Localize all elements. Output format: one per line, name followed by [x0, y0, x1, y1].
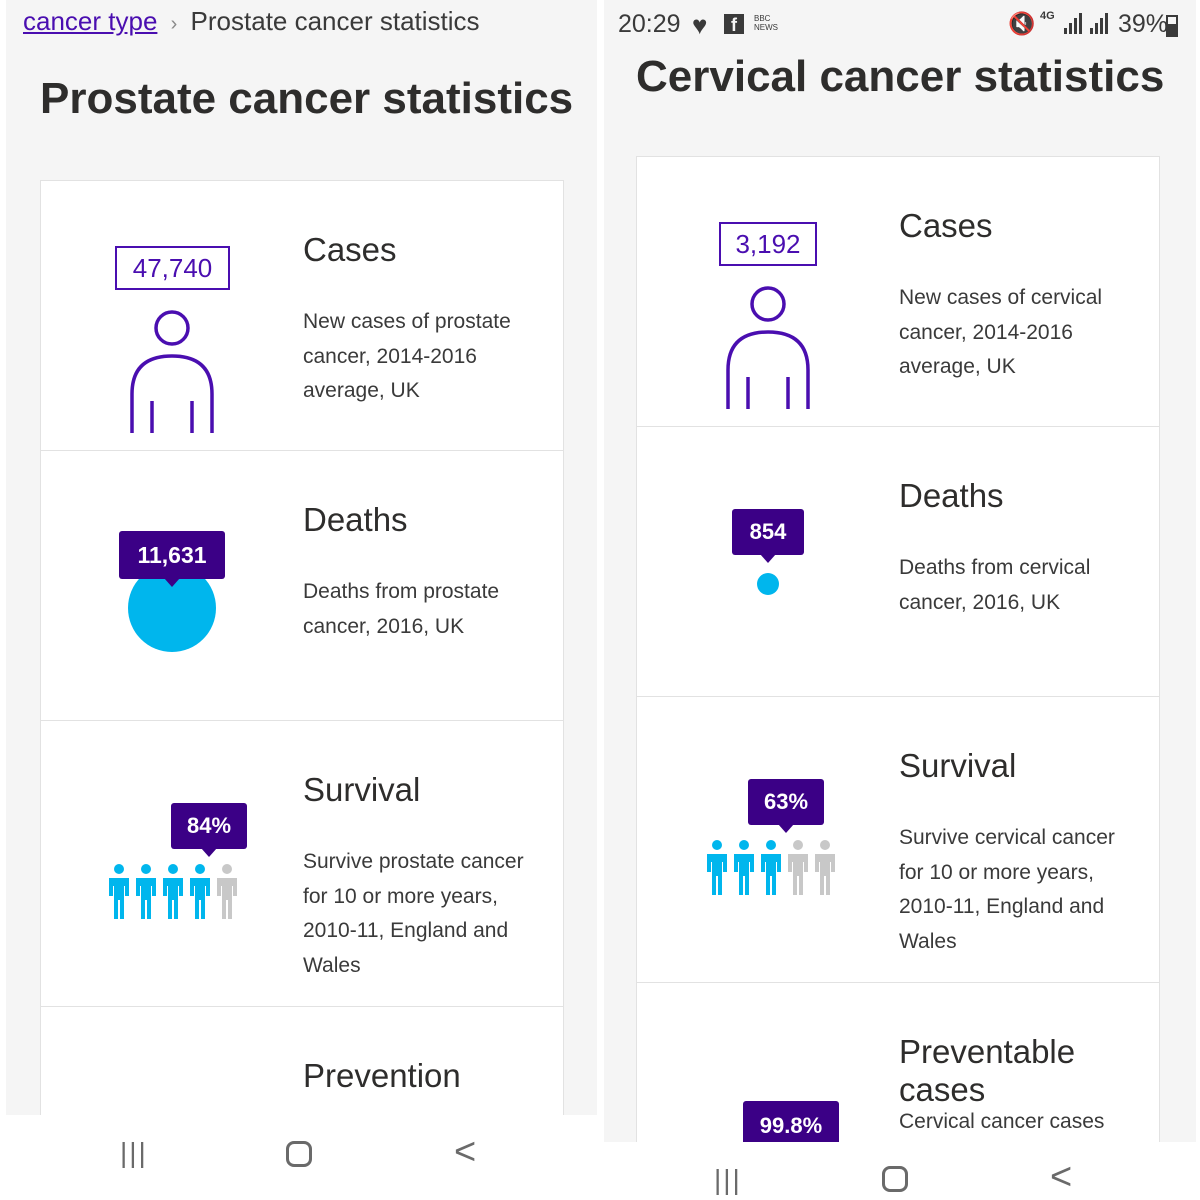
- battery-percent: 39%: [1118, 10, 1169, 38]
- survival-card[interactable]: 63% Survival Survive cervical cancer for…: [637, 697, 1159, 983]
- cases-number: 3,192: [719, 222, 817, 266]
- person-figure-icon: [163, 864, 183, 919]
- preventable-description: Cervical cancer cases: [899, 1110, 1105, 1133]
- deaths-heading: Deaths: [899, 477, 1004, 514]
- cases-heading: Cases: [899, 207, 993, 244]
- survival-heading: Survival: [899, 747, 1017, 784]
- deaths-circle-icon: [757, 573, 779, 595]
- cases-description: New cases of prostate cancer, 2014-2016 …: [303, 310, 511, 402]
- cases-description: New cases of cervical cancer, 2014-2016 …: [899, 286, 1103, 378]
- stats-card-list: 47,740 Cases New cases of prostate cance…: [40, 180, 564, 1115]
- deaths-card[interactable]: 11,631 Deaths Deaths from prostate cance…: [41, 451, 563, 721]
- person-figure-icon: [734, 840, 754, 895]
- cervical-page: 20:29 ♥ f BBC NEWS 🔇 4G 39% Cervical can…: [604, 0, 1196, 1142]
- prevention-heading: Prevention: [303, 1057, 461, 1094]
- breadcrumb-current: Prostate cancer statistics: [190, 6, 480, 36]
- preventable-card[interactable]: Preventable cases Cervical cancer cases …: [637, 983, 1159, 1142]
- person-figure-icon: [109, 864, 129, 919]
- battery-icon: [1166, 15, 1178, 37]
- page-title: Prostate cancer statistics: [40, 74, 574, 123]
- breadcrumb-link-cancer-type[interactable]: cancer type: [23, 6, 158, 36]
- survival-description: Survive cervical cancer for 10 or more y…: [899, 826, 1115, 953]
- prostate-page: cancer type › Prostate cancer statistics…: [6, 0, 597, 1115]
- person-figure-icon: [217, 864, 237, 919]
- status-bar-cropped: [6, 0, 597, 10]
- deaths-number: 854: [732, 509, 804, 563]
- deaths-description: Deaths from cervical cancer, 2016, UK: [899, 556, 1091, 614]
- stats-card-list: 3,192 Cases New cases of cervical cancer…: [636, 156, 1160, 1142]
- prevention-card[interactable]: Prevention: [41, 1007, 563, 1115]
- person-figure-icon: [136, 864, 156, 919]
- breadcrumb: cancer type › Prostate cancer statistics: [23, 6, 480, 37]
- breadcrumb-separator: ›: [170, 13, 178, 35]
- people-icon-row: [109, 864, 237, 919]
- heart-icon: ♥: [692, 10, 708, 40]
- person-figure-icon: [190, 864, 210, 919]
- page-title: Cervical cancer statistics: [636, 52, 1165, 101]
- cases-heading: Cases: [303, 231, 397, 268]
- person-figure-icon: [761, 840, 781, 895]
- preventable-heading: Preventable cases: [899, 1033, 1076, 1108]
- preventable-percent: 99.8%: [743, 1101, 839, 1142]
- deaths-card[interactable]: 854 Deaths Deaths from cervical cancer, …: [637, 427, 1159, 697]
- back-button[interactable]: <: [1050, 1156, 1073, 1198]
- android-navbar: ||| <: [0, 1115, 600, 1200]
- recent-apps-button[interactable]: |||: [120, 1137, 148, 1168]
- mute-icon: 🔇: [1008, 11, 1036, 36]
- person-figure-icon: [815, 840, 835, 895]
- person-figure-icon: [788, 840, 808, 895]
- deaths-number: 11,631: [119, 531, 225, 587]
- survival-card[interactable]: 84% Survival Survive prostate cancer for…: [41, 721, 563, 1007]
- deaths-heading: Deaths: [303, 501, 408, 538]
- facebook-icon: f: [724, 14, 744, 35]
- back-button[interactable]: <: [454, 1131, 477, 1173]
- survival-heading: Survival: [303, 771, 421, 808]
- bbc-news-icon: BBC NEWS: [754, 14, 778, 32]
- signal-icon-2: [1090, 13, 1108, 34]
- survival-percent: 84%: [171, 803, 247, 857]
- cases-card[interactable]: 47,740 Cases New cases of prostate cance…: [41, 181, 563, 451]
- person-icon: [726, 286, 810, 409]
- cases-card[interactable]: 3,192 Cases New cases of cervical cancer…: [637, 157, 1159, 427]
- person-figure-icon: [707, 840, 727, 895]
- recent-apps-button[interactable]: |||: [714, 1164, 742, 1195]
- prostate-screenshot: cancer type › Prostate cancer statistics…: [0, 0, 600, 1200]
- status-bar: 20:29 ♥ f BBC NEWS 🔇 4G 39%: [604, 0, 1196, 48]
- cervical-screenshot: 20:29 ♥ f BBC NEWS 🔇 4G 39% Cervical can…: [600, 0, 1200, 1200]
- status-time: 20:29: [618, 10, 681, 38]
- home-button[interactable]: [882, 1166, 908, 1192]
- deaths-description: Deaths from prostate cancer, 2016, UK: [303, 580, 500, 638]
- survival-description: Survive prostate cancer for 10 or more y…: [303, 850, 524, 977]
- cases-number: 47,740: [115, 246, 230, 290]
- android-navbar: ||| <: [600, 1142, 1200, 1200]
- people-icon-row: [707, 840, 835, 895]
- survival-percent: 63%: [748, 779, 824, 833]
- network-type: 4G: [1040, 10, 1055, 22]
- signal-icon: [1064, 13, 1082, 34]
- home-button[interactable]: [286, 1141, 312, 1167]
- person-icon: [130, 310, 214, 433]
